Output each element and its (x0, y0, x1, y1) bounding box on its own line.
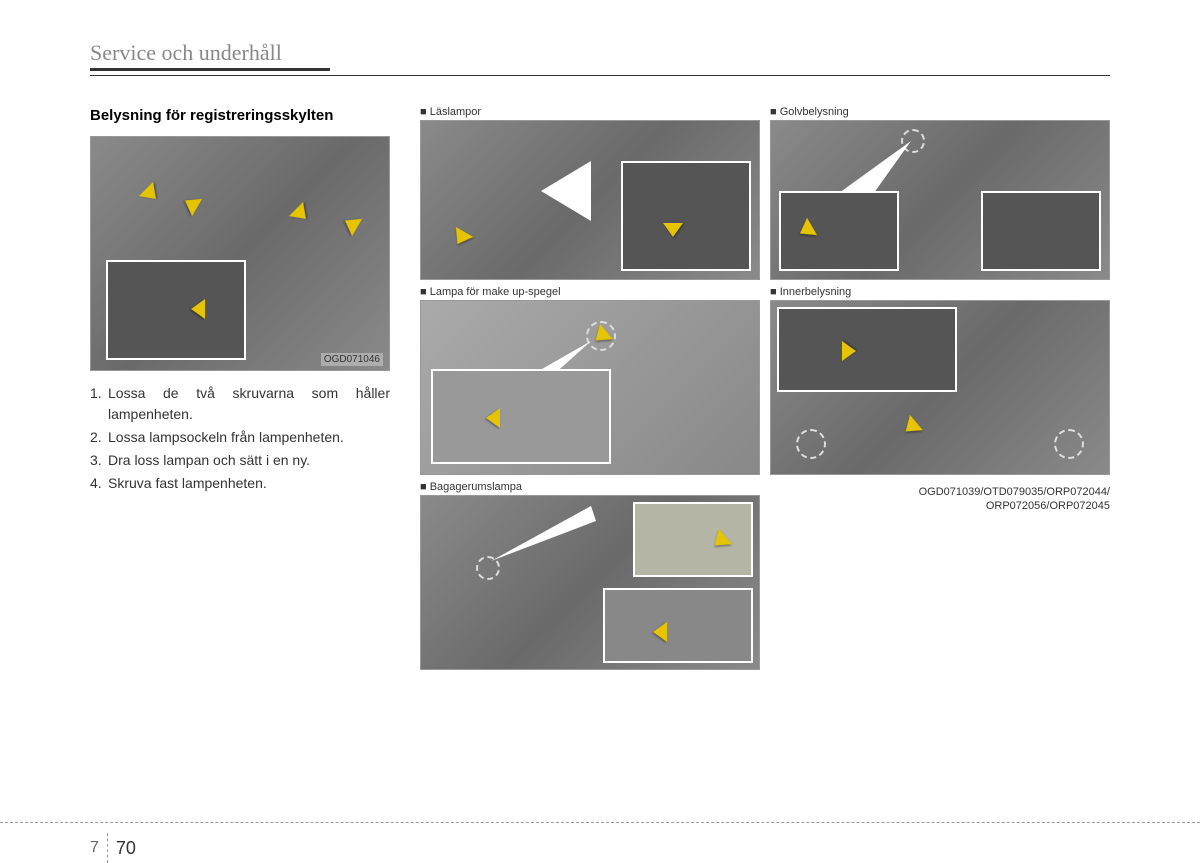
arrow-icon (899, 415, 923, 439)
step-text: Lossa de två skruvarna som håller lampen… (108, 383, 390, 425)
panel-label: Golvbelysning (770, 106, 1110, 118)
panel-image (770, 120, 1110, 280)
arrow-icon (708, 529, 732, 553)
panel-label: Innerbelysning (770, 286, 1110, 298)
step-number: 2. (90, 427, 108, 448)
panel-makeup-spegel: Lampa för make up-spegel (420, 286, 760, 475)
figure-inset (603, 588, 753, 663)
step-text: Dra loss lampan och sätt i en ny. (108, 450, 390, 471)
step-item: 1. Lossa de två skruvarna som håller lam… (90, 383, 390, 425)
panel-image (420, 300, 760, 475)
panel-golvbelysning: Golvbelysning (770, 106, 1110, 280)
figure-image (91, 137, 389, 370)
arrow-icon (340, 211, 362, 235)
step-item: 4. Skruva fast lampenheten. (90, 473, 390, 494)
arrow-icon (842, 341, 856, 361)
step-number: 1. (90, 383, 108, 425)
callout-triangle (541, 161, 601, 221)
panel-image (420, 120, 760, 280)
figure-inset (777, 307, 957, 392)
page-divider (107, 833, 108, 863)
arrow-icon (486, 408, 500, 428)
footer: 7 70 (0, 822, 1200, 831)
codes-line2: ORP072056/ORP072045 (986, 500, 1110, 512)
step-text: Skruva fast lampenheten. (108, 473, 390, 494)
page-container: Service och underhåll Belysning för regi… (0, 0, 1200, 861)
figure-inset (779, 191, 899, 271)
figure-codes: OGD071039/OTD079035/ORP072044/ ORP072056… (770, 485, 1110, 670)
panel-laslampor: Läslampor (420, 106, 760, 280)
figure-code: OGD071046 (321, 353, 383, 366)
steps-list: 1. Lossa de två skruvarna som håller lam… (90, 383, 390, 494)
panel-image (420, 495, 760, 670)
panel-label: Läslampor (420, 106, 760, 118)
header-underline (90, 75, 1110, 76)
step-item: 3. Dra loss lampan och sätt i en ny. (90, 450, 390, 471)
figure-inset (621, 161, 751, 271)
arrow-icon (663, 223, 683, 237)
step-number: 3. (90, 450, 108, 471)
arrow-icon (289, 201, 313, 225)
step-item: 2. Lossa lampsockeln från lampenheten. (90, 427, 390, 448)
panel-image (770, 300, 1110, 475)
callout-triangle (491, 506, 601, 576)
figure-inset (981, 191, 1101, 271)
header: Service och underhåll (90, 40, 330, 71)
dashed-circle (796, 429, 826, 459)
header-title: Service och underhåll (90, 40, 330, 66)
step-text: Lossa lampsockeln från lampenheten. (108, 427, 390, 448)
page-number-value: 70 (116, 838, 136, 859)
left-column: Belysning för registreringsskylten OGD07… (90, 106, 390, 670)
figure-inset (106, 260, 246, 360)
step-number: 4. (90, 473, 108, 494)
panel-label: Lampa för make up-spegel (420, 286, 760, 298)
panel-label: Bagagerumslampa (420, 481, 760, 493)
chapter-number: 7 (90, 839, 99, 857)
main-figure: OGD071046 (90, 136, 390, 371)
arrow-icon (180, 191, 202, 215)
panel-innerbelysning: Innerbelysning (770, 286, 1110, 475)
content-area: Belysning för registreringsskylten OGD07… (90, 106, 1110, 670)
dashed-circle (1054, 429, 1084, 459)
panel-bagagerumslampa: Bagagerumslampa (420, 481, 760, 670)
arrow-icon (139, 181, 163, 205)
right-column: Läslampor Golvbelysning (420, 106, 1110, 670)
arrow-icon (191, 299, 205, 319)
arrow-icon (449, 227, 473, 249)
arrow-icon (653, 622, 667, 642)
page-number: 7 70 (90, 833, 136, 863)
arrow-icon (795, 218, 817, 242)
figure-inset (431, 369, 611, 464)
figure-inset (633, 502, 753, 577)
codes-line1: OGD071039/OTD079035/ORP072044/ (919, 486, 1110, 498)
section-title: Belysning för registreringsskylten (90, 106, 390, 126)
